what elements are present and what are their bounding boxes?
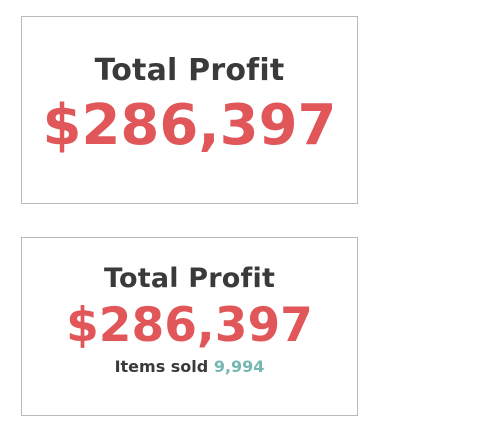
kpi-secondary-metric: Items sold 9,994 <box>22 357 357 377</box>
kpi-card-total-profit: Total Profit $286,397 <box>21 16 358 204</box>
items-sold-value: 9,994 <box>213 357 265 376</box>
kpi-value: $286,397 <box>42 93 337 158</box>
kpi-title: Total Profit <box>94 53 285 88</box>
kpi-card-total-profit-with-items: Total Profit $286,397 Items sold 9,994 <box>21 237 358 416</box>
kpi-value: $286,397 <box>66 298 313 353</box>
kpi-title: Total Profit <box>103 263 276 294</box>
items-sold-label: Items sold <box>114 357 214 376</box>
